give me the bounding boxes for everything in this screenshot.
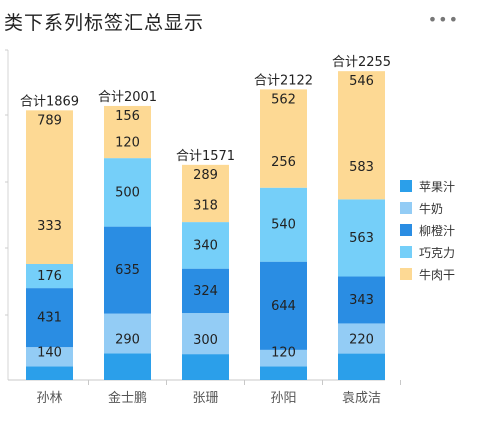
bar-segment-柳橙汁[interactable]: [260, 261, 307, 350]
legend-swatch[interactable]: [400, 268, 412, 280]
data-label: 256: [271, 155, 296, 170]
data-label: 789: [37, 113, 62, 128]
legend-label[interactable]: 柳橙汁: [419, 223, 455, 238]
total-label: 合计2122: [254, 73, 313, 88]
x-tick-label: 金士鹏: [108, 390, 147, 406]
data-label: 140: [37, 345, 62, 360]
total-label: 合计1571: [176, 149, 235, 164]
bar-segment-牛奶[interactable]: [26, 347, 73, 367]
legend-swatch[interactable]: [400, 224, 412, 236]
data-label: 343: [349, 293, 374, 308]
data-label: 340: [193, 238, 218, 253]
data-label: 540: [271, 218, 296, 233]
data-label: 324: [193, 284, 218, 299]
bar-segment-牛奶[interactable]: [104, 313, 151, 354]
data-label: 546: [349, 74, 374, 89]
bar-segment-苹果汁[interactable]: [260, 366, 307, 380]
data-label: 562: [271, 92, 296, 107]
bar-segment-牛肉干[interactable]: [26, 110, 73, 264]
legend-label[interactable]: 牛奶: [419, 201, 443, 216]
more-options-icon[interactable]: •••: [427, 10, 459, 29]
bar-segment-牛肉干[interactable]: [338, 71, 385, 200]
data-label: 300: [193, 333, 218, 348]
bar-segment-巧克力[interactable]: [338, 199, 385, 277]
bar-segment-牛奶[interactable]: [260, 349, 307, 367]
legend-swatch[interactable]: [400, 180, 412, 192]
data-label: 583: [349, 160, 374, 175]
data-label: 289: [193, 168, 218, 183]
bar-segment-牛奶[interactable]: [182, 313, 229, 355]
data-label: 290: [115, 332, 140, 347]
bar-segment-牛肉干[interactable]: [182, 164, 229, 223]
data-label: 176: [37, 269, 62, 284]
data-label: 635: [115, 263, 140, 278]
bar-segment-巧克力[interactable]: [104, 158, 151, 227]
bar-segment-苹果汁[interactable]: [26, 366, 73, 380]
total-label: 合计1869: [20, 94, 79, 109]
bar-segment-苹果汁[interactable]: [104, 353, 151, 380]
legend-label[interactable]: 巧克力: [419, 246, 455, 260]
x-tick-label: 孙阳: [270, 391, 296, 406]
bar-segment-巧克力[interactable]: [26, 263, 73, 289]
plot-area: 140 431 176 333 789 合计1869 孙林 290 635 500 120 156 合计…: [5, 49, 401, 406]
data-label: 431: [37, 311, 62, 326]
data-label: 644: [271, 299, 296, 314]
bar-segment-柳橙汁[interactable]: [26, 288, 73, 348]
bar-segment-牛奶[interactable]: [338, 323, 385, 354]
bar-segment-柳橙汁[interactable]: [182, 268, 229, 314]
legend-label[interactable]: 牛肉干: [419, 267, 455, 282]
data-label: 318: [193, 198, 218, 213]
bar-segment-巧克力[interactable]: [182, 222, 229, 269]
data-label: 333: [37, 219, 62, 234]
data-label: 120: [115, 136, 140, 151]
data-label: 563: [349, 231, 374, 246]
x-tick-label: 张珊: [192, 391, 218, 406]
bar-segment-牛肉干[interactable]: [104, 105, 151, 159]
x-tick-label: 袁成洁: [342, 391, 381, 406]
bar-segment-柳橙汁[interactable]: [104, 226, 151, 314]
x-tick-label: 孙林: [36, 391, 62, 406]
data-label: 120: [271, 345, 296, 360]
bar-segment-苹果汁[interactable]: [338, 353, 385, 380]
legend-swatch[interactable]: [400, 202, 412, 214]
total-label: 合计2255: [332, 55, 391, 70]
data-label: 156: [115, 109, 140, 124]
chart-title: 类下系列标签汇总显示: [4, 12, 205, 34]
data-label: 220: [349, 333, 374, 348]
data-label: 500: [115, 185, 140, 200]
total-label: 合计2001: [98, 90, 157, 105]
legend-label[interactable]: 苹果汁: [419, 180, 455, 194]
bar-segment-柳橙汁[interactable]: [338, 276, 385, 324]
legend-swatch[interactable]: [400, 246, 412, 258]
bar-segment-巧克力[interactable]: [260, 187, 307, 262]
bar-segment-苹果汁[interactable]: [182, 354, 229, 380]
bar-segment-牛肉干[interactable]: [260, 89, 307, 188]
